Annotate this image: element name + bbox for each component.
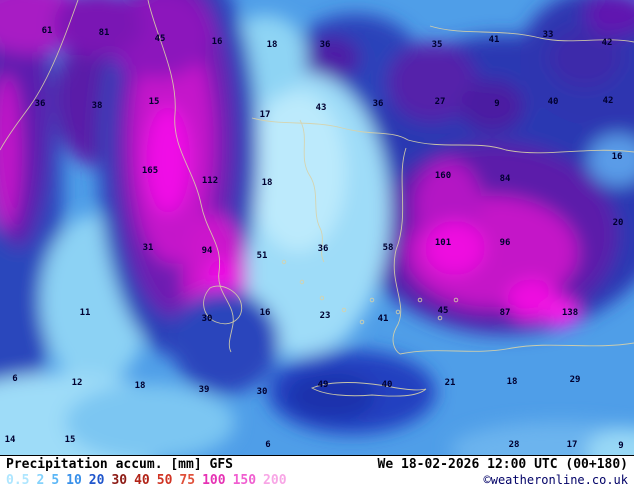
legend-value-2: 2 bbox=[36, 473, 45, 488]
precip-value-label: 58 bbox=[383, 243, 394, 253]
caption-bar: Precipitation accum. [mm] GFS We 18-02-2… bbox=[0, 455, 634, 490]
precip-value-label: 61 bbox=[42, 26, 53, 36]
precip-value-label: 17 bbox=[567, 440, 578, 450]
map-title: Precipitation accum. [mm] GFS bbox=[6, 457, 233, 472]
precip-value-label: 40 bbox=[548, 97, 559, 107]
precip-value-label: 94 bbox=[202, 246, 213, 256]
precip-value-label: 84 bbox=[500, 174, 511, 184]
precip-value-label: 20 bbox=[613, 218, 624, 228]
precip-value-label: 96 bbox=[500, 238, 511, 248]
map-datetime: We 18-02-2026 12:00 UTC (00+180) bbox=[377, 457, 628, 472]
precip-value-label: 36 bbox=[373, 99, 384, 109]
precip-value-label: 41 bbox=[489, 35, 500, 45]
precip-value-label: 36 bbox=[318, 244, 329, 254]
precip-value-label: 33 bbox=[543, 30, 554, 40]
legend-scale: 0.5 2 5 10 20 30 40 50 75 100 150 200 bbox=[6, 473, 294, 488]
precip-value-label: 21 bbox=[445, 378, 456, 388]
precip-value-label: 9 bbox=[618, 441, 623, 451]
precip-value-label: 42 bbox=[603, 96, 614, 106]
precip-value-label: 6 bbox=[12, 374, 17, 384]
coastline-layer bbox=[0, 0, 634, 397]
precip-value-label: 160 bbox=[435, 171, 451, 181]
precip-value-label: 18 bbox=[267, 40, 278, 50]
legend-value-5: 5 bbox=[51, 473, 60, 488]
precip-value-label: 112 bbox=[202, 176, 218, 186]
precip-value-label: 30 bbox=[202, 314, 213, 324]
precip-value-label: 12 bbox=[72, 378, 83, 388]
caption-row-bottom: 0.5 2 5 10 20 30 40 50 75 100 150 200 ©weatheronlin… bbox=[6, 473, 628, 488]
precip-value-label: 16 bbox=[260, 308, 271, 318]
precip-value-label: 38 bbox=[92, 101, 103, 111]
legend-value-40: 40 bbox=[134, 473, 150, 488]
precip-value-label: 43 bbox=[316, 103, 327, 113]
precip-value-label: 40 bbox=[382, 380, 393, 390]
precip-fill-blobs bbox=[0, 0, 634, 455]
precip-value-label: 41 bbox=[378, 314, 389, 324]
precip-value-label: 16 bbox=[612, 152, 623, 162]
precip-value-label: 45 bbox=[438, 306, 449, 316]
caption-row-top: Precipitation accum. [mm] GFS We 18-02-2… bbox=[6, 457, 628, 472]
legend-value-0.5: 0.5 bbox=[6, 473, 30, 488]
precip-value-label: 15 bbox=[149, 97, 160, 107]
legend-value-50: 50 bbox=[156, 473, 173, 488]
precip-value-label: 30 bbox=[257, 387, 268, 397]
legend-value-30: 30 bbox=[111, 473, 128, 488]
legend-value-100: 100 bbox=[202, 473, 226, 488]
precip-value-label: 87 bbox=[500, 308, 511, 318]
legend-value-200: 200 bbox=[263, 473, 287, 488]
precip-value-label: 16 bbox=[212, 37, 223, 47]
precip-value-label: 51 bbox=[257, 251, 268, 261]
precip-value-label: 23 bbox=[320, 311, 331, 321]
precip-value-label: 39 bbox=[199, 385, 210, 395]
precip-value-label: 27 bbox=[435, 97, 446, 107]
precip-value-label: 15 bbox=[65, 435, 76, 445]
precip-value-label: 28 bbox=[509, 440, 520, 450]
precip-value-label: 17 bbox=[260, 110, 271, 120]
precip-value-label: 18 bbox=[262, 178, 273, 188]
precip-value-label: 36 bbox=[35, 99, 46, 109]
precip-value-label: 9 bbox=[494, 99, 499, 109]
precip-value-label: 14 bbox=[5, 435, 16, 445]
precip-value-label: 29 bbox=[570, 375, 581, 385]
precip-value-label: 6 bbox=[265, 440, 270, 450]
precip-value-label: 31 bbox=[143, 243, 154, 253]
precip-value-label: 42 bbox=[602, 38, 613, 48]
precip-value-label: 49 bbox=[318, 380, 329, 390]
legend-value-20: 20 bbox=[88, 473, 105, 488]
legend-value-75: 75 bbox=[179, 473, 196, 488]
precip-value-label: 165 bbox=[142, 166, 158, 176]
precip-value-label: 18 bbox=[507, 377, 518, 387]
copyright-text: ©weatheronline.co.uk bbox=[483, 473, 629, 487]
precip-value-label: 81 bbox=[99, 28, 110, 38]
legend-value-150: 150 bbox=[232, 473, 257, 488]
precip-value-label: 18 bbox=[135, 381, 146, 391]
precip-value-label: 45 bbox=[155, 34, 166, 44]
precip-value-label: 101 bbox=[435, 238, 451, 248]
precip-value-label: 11 bbox=[80, 308, 91, 318]
precip-value-label: 36 bbox=[320, 40, 331, 50]
precip-value-label: 35 bbox=[432, 40, 443, 50]
precip-value-label: 138 bbox=[562, 308, 578, 318]
legend-value-10: 10 bbox=[66, 473, 82, 488]
precipitation-map: 61 81 45 16 18 36 35 41 33 42 36 38 15 17 43 36 27 9 40 42 1… bbox=[0, 0, 634, 455]
